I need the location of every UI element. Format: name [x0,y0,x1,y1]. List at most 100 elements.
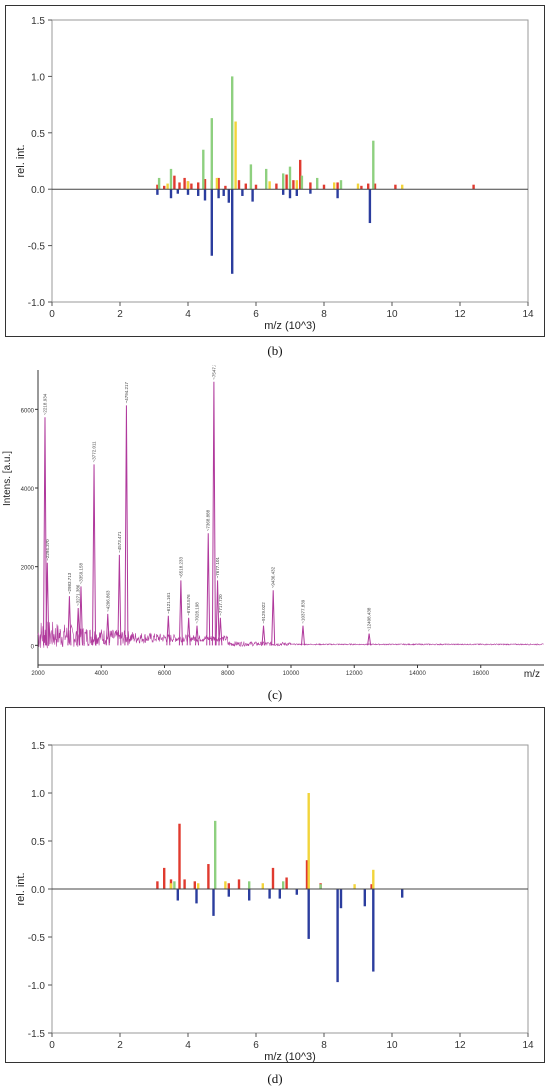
spectrum-peak [178,580,183,646]
spectrum-peak [124,405,129,646]
y-tick-label: 1.0 [31,72,45,83]
spectrum-peak [186,617,191,646]
bar-red [183,177,186,190]
bar-red [299,159,302,190]
bar-blue [227,189,230,203]
y-tick-label: 1.0 [31,789,45,800]
bar-red [285,174,288,190]
bar-blue [368,189,372,224]
spectrum-peak [105,613,110,646]
peak-label: ~4573.471 [117,531,122,553]
bar-yellow [401,184,404,190]
x-tick-label: 6000 [158,671,172,677]
peak-label: ~2983.713 [67,572,72,594]
bar-blue [336,189,339,199]
bar-red [237,180,241,190]
y-tick-label: 1.5 [31,16,45,27]
bar-red [367,183,370,190]
bar-green [339,180,343,190]
bar-red [178,182,181,190]
y-tick-label: 0.0 [31,885,45,896]
y-tick-label: 0 [31,644,35,650]
x-tick-label: 4000 [95,671,109,677]
bar-blue [195,889,198,904]
x-tick-label: 10 [386,309,398,320]
bar-blue [307,889,310,939]
x-tick-label: 0 [49,309,55,320]
caption-b: (b) [267,343,283,358]
bar-green [288,166,292,190]
bar-blue [210,189,213,256]
bar-green [202,149,205,190]
peak-label: ~3271.386 [76,584,81,606]
x-tick-label: 14 [522,1040,534,1051]
bar-green [231,76,234,190]
spectrum-peak [300,625,305,646]
bar-blue [156,189,159,195]
peak-label: ~6121.161 [166,592,171,614]
peak-label: ~7717.720 [218,594,223,616]
spectrum-peak [261,625,266,646]
bar-red [173,175,176,190]
chart-b: 1.5 1.0 0.5 0.0 -0.5 -1.00 2 4 6 8 10 12 14 m/z (10^3… [15,16,534,332]
bar-yellow [234,121,237,190]
bar-red [207,864,210,889]
bar-yellow [197,883,200,889]
peak-label: ~2218.934 [42,393,47,415]
x-tick-label: 8000 [221,671,235,677]
x-tick-label: 10000 [283,671,300,677]
y-tick-label: 2000 [21,566,35,572]
x-tick-label: 8 [321,309,327,320]
peak-label: ~3359.158 [78,562,83,584]
x-tick-label: 8 [321,1040,327,1051]
y-axis-label: rel. int. [15,144,27,177]
x-tick-label: 10 [386,1040,398,1051]
bar-yellow [333,182,336,190]
bar-red [370,884,373,889]
bar-red [156,881,159,889]
bar-red [322,184,326,190]
peak-label: ~7547.383 [211,365,216,380]
x-tick-label: 0 [49,1040,55,1051]
bar-red [237,879,241,889]
bar-blue [309,189,312,194]
bar-yellow [215,177,219,190]
bar-blue [295,889,298,895]
bar-blue [197,189,200,196]
bar-blue [372,889,375,972]
spectrum-peak [76,607,81,646]
spectrum-peak [166,615,171,646]
bar-yellow [268,181,271,190]
peak-label: ~7677.101 [215,557,220,579]
x-tick-label: 12000 [346,671,363,677]
bar-red [373,183,377,190]
bar-red [178,823,181,889]
y-tick-label: 4000 [21,487,35,493]
bar-green [249,164,253,190]
chart-c: 6000 4000 2000 0 2000 4000 6000 8000 10000 12000 1… [2,365,544,680]
bar-blue [248,889,251,901]
spectrum-peak [45,562,50,646]
bar-blue [241,189,244,196]
bar-yellow [169,883,173,889]
spectrum-peak [218,617,223,646]
spectrum-peak [206,533,211,646]
bar-red [271,867,275,889]
bar-yellow [166,183,169,190]
bar-blue [363,889,366,907]
y-tick-label: 0.5 [31,837,45,848]
x-axis-label: m/z [524,669,540,680]
bar-blue [176,889,179,901]
bar-green [214,820,217,889]
bar-green [169,168,173,190]
spectrum-peak [78,586,83,646]
bar-blue [295,189,298,196]
bar-yellow [372,869,375,889]
x-tick-label: 12 [454,309,466,320]
bar-yellow [353,884,356,889]
bar-blue [176,189,179,194]
plot-area [51,19,529,303]
spectrum-peak [195,625,200,646]
bar-red [394,184,397,190]
bar-green [265,168,268,190]
